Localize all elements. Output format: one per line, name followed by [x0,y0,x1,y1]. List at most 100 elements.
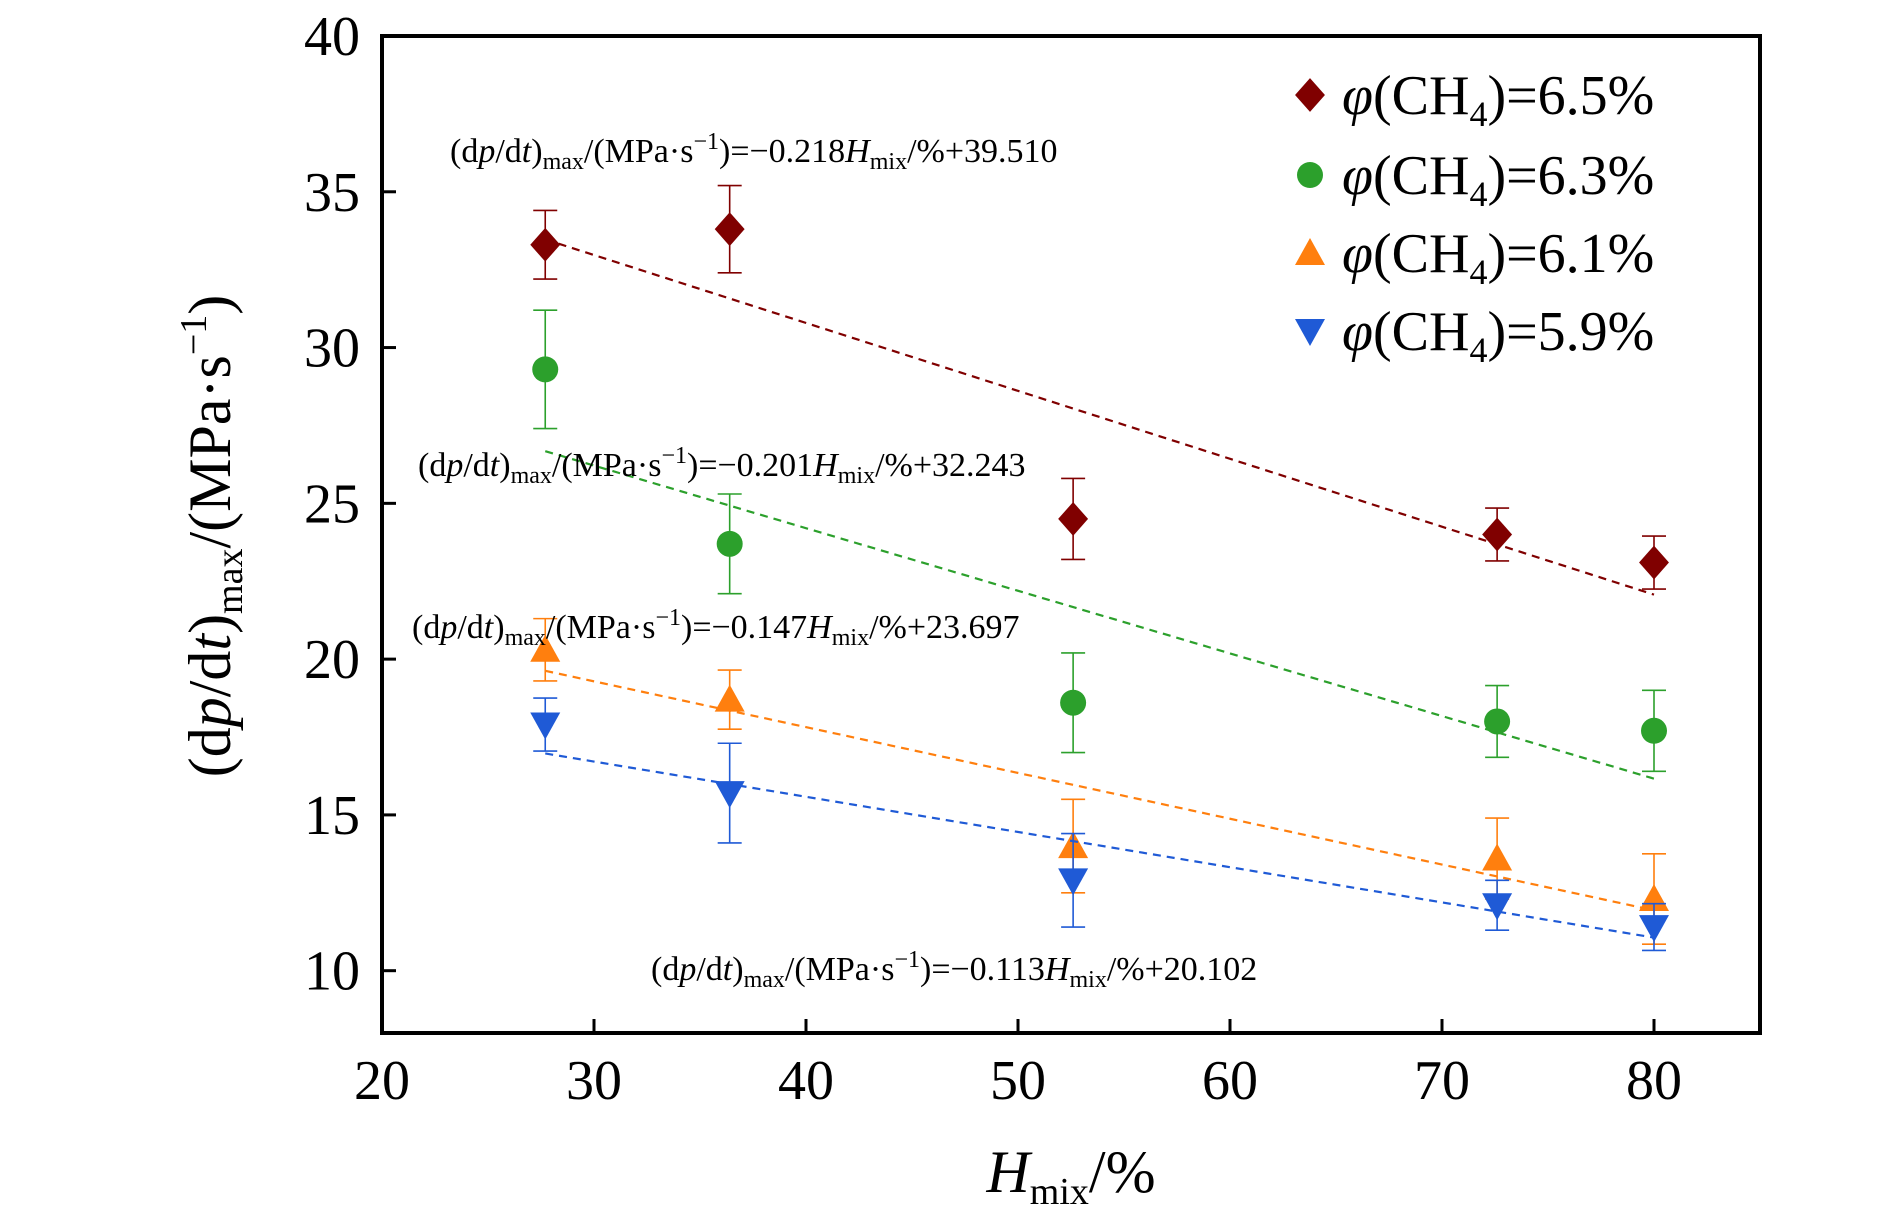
eq1-pre: (d [450,133,478,170]
eq3-sub1: max [505,625,546,651]
data-point [530,227,561,262]
eq1-H: H [844,133,872,170]
eq3-eq: )=−0.147 [681,609,807,646]
data-point [1482,843,1513,871]
eq1-sup: −1 [693,129,719,155]
data-point [1639,545,1669,580]
legend2-sub: 4 [1469,174,1487,214]
legend2-phi: φ [1342,145,1373,207]
legend1-pre: (CH [1373,65,1469,127]
fit-equation-2: (dp/dt)max/(MPa·s−1)=−0.201Hmix/%+32.243 [418,443,1026,489]
eq1-tail: /%+39.510 [907,133,1057,170]
fit-equation-4: (dp/dt)max/(MPa·s−1)=−0.113Hmix/%+20.102 [651,947,1257,993]
legend4-post: )=5.9% [1487,301,1654,363]
legend1-phi: φ [1342,65,1373,127]
eq3-v1: p [438,609,457,646]
data-point [530,634,561,662]
fit-equations: (dp/dt)max/(MPa·s−1)=−0.218Hmix/%+39.510… [412,129,1257,993]
legend1-post: )=6.5% [1487,65,1654,127]
eq2-sub2: mix [838,463,875,489]
legend-label-1: φ(CH4)=6.5% [1342,65,1654,134]
eq4-pre: (d [651,951,679,988]
data-point [1639,915,1669,943]
legend-label-4: φ(CH4)=5.9% [1342,301,1654,370]
eq1-mid: /d [495,133,521,170]
legend-label-2: φ(CH4)=6.3% [1342,145,1654,214]
eq4-unit: /(MPa·s [785,951,895,988]
fit-line [544,450,1655,780]
eq1-v2: t [522,133,533,170]
data-point [714,212,745,247]
eq1-sub2: mix [870,149,907,175]
y-axis-title-pre: (d [177,727,243,777]
eq2-H: H [812,447,840,484]
eq4-sub2: mix [1069,967,1106,993]
eq4-v2: t [723,951,734,988]
legend4-sub: 4 [1469,330,1487,370]
x-tick-label: 40 [778,1050,834,1112]
legend-marker-3 [1295,238,1325,265]
fit-line [544,238,1655,596]
data-point [1484,708,1511,735]
eq2-eq: )=−0.201 [687,447,813,484]
x-tick-label: 70 [1414,1050,1470,1112]
legend3-sub: 4 [1469,252,1487,292]
legend-markers [1295,78,1325,346]
legend1-sub: 4 [1469,94,1487,134]
x-tick-label: 60 [1202,1050,1258,1112]
legend4-pre: (CH [1373,301,1469,363]
data-point [1641,717,1667,744]
eq3-unit: /(MPa·s [546,609,656,646]
data-point [1058,868,1089,896]
data-point [1060,689,1087,716]
series-1 [530,184,1669,596]
y-axis-title-sup: −1 [173,315,215,355]
x-tick-label: 50 [990,1050,1046,1112]
eq3-H: H [806,609,834,646]
data-point [530,712,561,740]
series-2 [532,309,1667,780]
legend-marker-1 [1295,78,1325,112]
eq1-eq: )=−0.218 [719,133,845,170]
legend-marker-4 [1295,319,1325,346]
eq1-unit: /(MPa·s [584,133,694,170]
eq4-mid: /d [696,951,722,988]
plot-frame [380,34,1762,1035]
legend: φ(CH4)=6.5% φ(CH4)=6.3% φ(CH4)=6.1% φ(CH… [1295,65,1654,370]
eq3-mid: /d [457,609,483,646]
y-axis-title: (dp/dt)max/(MPa·s−1) [173,295,251,778]
y-axis-title-sub: max [209,549,251,614]
y-axis-title-end: ) [177,295,243,315]
eq4-close: ) [732,951,743,988]
eq3-close: ) [493,609,504,646]
legend-marker-2 [1297,162,1323,188]
eq3-v2: t [484,609,495,646]
plot-layer [530,184,1669,952]
y-axis-title-close: ) [177,614,243,634]
legend2-post: )=6.3% [1487,145,1654,207]
axis-ticks: 20 30 40 50 60 70 80 10 15 20 25 30 35 40 [304,6,1682,1112]
legend3-pre: (CH [1373,223,1469,285]
eq2-mid: /d [463,447,489,484]
eq3-sub2: mix [832,625,869,651]
eq1-close: ) [531,133,542,170]
y-axis-title-var1: p [177,697,243,731]
eq1-sub1: max [543,149,584,175]
y-axis-title-var2: t [177,633,243,651]
data-point [716,530,743,557]
eq4-sub1: max [744,967,785,993]
x-axis-title: Hmix/% [985,1139,1155,1212]
y-tick-label: 30 [304,318,360,380]
eq2-sup: −1 [661,443,687,469]
eq2-close: ) [499,447,510,484]
fit-equation-3: (dp/dt)max/(MPa·s−1)=−0.147Hmix/%+23.697 [412,605,1020,651]
y-tick-label: 25 [304,473,360,535]
y-tick-label: 20 [304,629,360,691]
eq3-tail: /%+23.697 [869,609,1019,646]
legend3-phi: φ [1342,223,1373,285]
eq2-v1: p [444,447,463,484]
y-tick-label: 15 [304,785,360,847]
data-point [532,356,559,383]
